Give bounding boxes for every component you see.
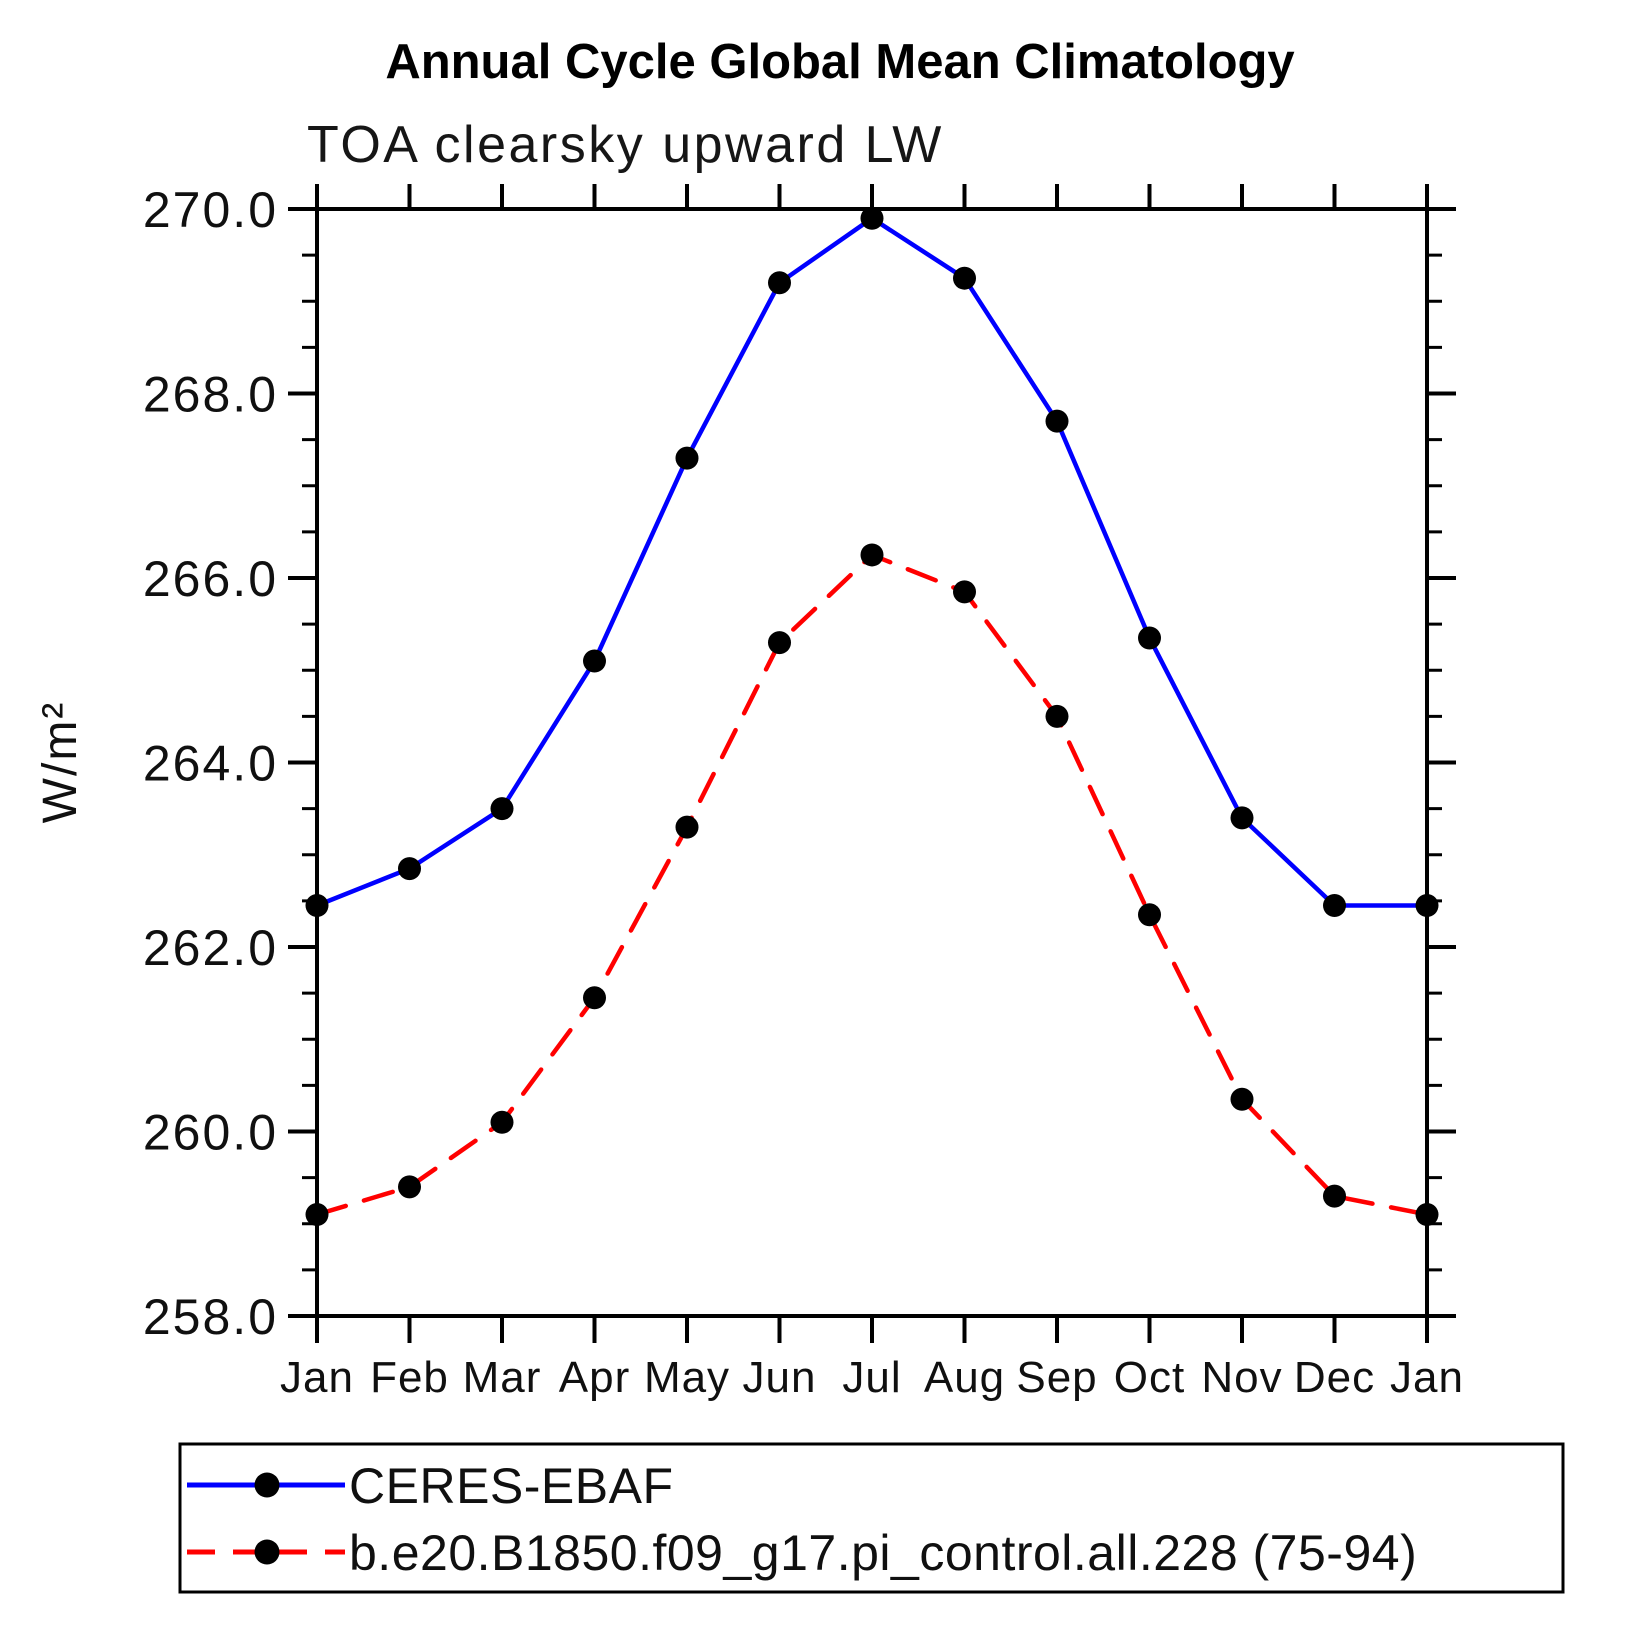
data-point-marker bbox=[1230, 1087, 1254, 1111]
x-tick-label: Nov bbox=[1201, 1353, 1282, 1402]
data-point-marker bbox=[675, 815, 699, 839]
legend-label-ceres: CERES-EBAF bbox=[349, 1458, 674, 1514]
data-point-marker bbox=[768, 271, 791, 295]
chart-subtitle: TOA clearsky upward LW bbox=[307, 116, 944, 174]
data-point-marker bbox=[490, 797, 514, 821]
y-tick-label: 264.0 bbox=[143, 736, 278, 792]
data-point-marker bbox=[1230, 806, 1254, 830]
plot-frame bbox=[315, 207, 1429, 1318]
data-point-marker bbox=[398, 1175, 421, 1199]
x-tick-label: Jul bbox=[842, 1353, 901, 1402]
data-point-marker bbox=[860, 543, 884, 567]
y-tick-label: 262.0 bbox=[143, 920, 278, 976]
legend-box bbox=[178, 1442, 1565, 1594]
data-point-marker bbox=[305, 1203, 329, 1227]
x-tick-labels: Jan Feb Mar Apr May Jun Jul Aug Sep Oct Nov Dec Jan bbox=[280, 1353, 1464, 1402]
y-axis-label: W/m² bbox=[34, 701, 87, 824]
data-point-marker bbox=[1138, 626, 1161, 650]
data-point-marker bbox=[1045, 409, 1069, 433]
series-group bbox=[305, 206, 1439, 1227]
data-point-marker bbox=[583, 986, 606, 1010]
data-point-marker bbox=[398, 857, 421, 881]
y-tick-label: 266.0 bbox=[143, 551, 278, 607]
y-tick-label: 270.0 bbox=[143, 182, 278, 238]
x-tick-label: May bbox=[644, 1353, 730, 1402]
data-point-marker bbox=[860, 206, 884, 230]
x-tick-label: Feb bbox=[370, 1353, 449, 1402]
data-point-marker bbox=[1415, 893, 1439, 917]
data-point-marker bbox=[1138, 903, 1161, 927]
axis-ticks bbox=[288, 184, 1456, 1343]
data-point-marker bbox=[1323, 1184, 1346, 1208]
data-point-marker bbox=[768, 631, 791, 655]
x-tick-label: Dec bbox=[1294, 1353, 1375, 1402]
legend: CERES-EBAF b.e20.B1850.f09_g17.pi_contro… bbox=[178, 1442, 1565, 1594]
x-tick-label: Jun bbox=[743, 1353, 817, 1402]
y-tick-label: 260.0 bbox=[143, 1105, 278, 1161]
data-point-marker bbox=[953, 580, 976, 604]
data-point-marker bbox=[305, 893, 329, 917]
x-tick-label: Mar bbox=[463, 1353, 542, 1402]
legend-marker-ceres-icon bbox=[254, 1472, 280, 1498]
y-tick-labels: 258.0 260.0 262.0 264.0 266.0 268.0 270.0 bbox=[143, 182, 278, 1345]
x-tick-label: Aug bbox=[924, 1353, 1005, 1402]
data-point-marker bbox=[675, 446, 699, 470]
data-point-marker bbox=[490, 1110, 514, 1134]
data-point-marker bbox=[953, 266, 976, 290]
y-tick-label: 258.0 bbox=[143, 1289, 278, 1345]
x-tick-label: Sep bbox=[1016, 1353, 1097, 1402]
series-line-1 bbox=[314, 552, 1430, 1217]
x-tick-label: Jan bbox=[1390, 1353, 1464, 1402]
y-tick-label: 268.0 bbox=[143, 367, 278, 423]
legend-marker-model-icon bbox=[254, 1539, 280, 1565]
x-tick-label: Jan bbox=[280, 1353, 354, 1402]
data-point-marker bbox=[1415, 1203, 1439, 1227]
x-tick-label: Oct bbox=[1114, 1353, 1185, 1402]
data-point-marker bbox=[583, 649, 606, 673]
legend-label-model: b.e20.B1850.f09_g17.pi_control.all.228 (… bbox=[349, 1525, 1417, 1581]
data-point-marker bbox=[1045, 704, 1069, 728]
page-title: Annual Cycle Global Mean Climatology bbox=[385, 35, 1294, 89]
data-point-marker bbox=[1323, 893, 1346, 917]
x-tick-label: Apr bbox=[559, 1353, 630, 1402]
